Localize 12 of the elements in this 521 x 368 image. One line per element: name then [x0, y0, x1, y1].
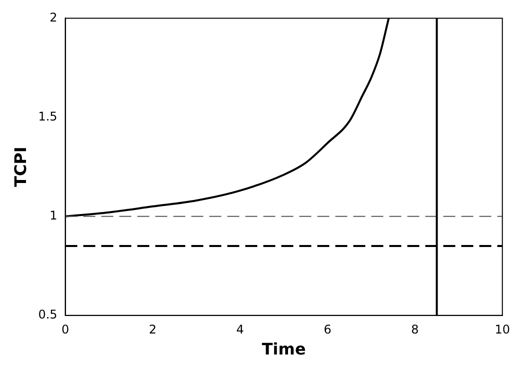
- x-axis-title: Time: [262, 340, 306, 359]
- y-tick-label: 2: [50, 10, 58, 24]
- x-tick-label: 10: [494, 322, 510, 337]
- y-tick-label: 1: [50, 208, 58, 222]
- x-tick-label: 4: [236, 322, 244, 337]
- x-tick-label: 8: [411, 322, 419, 337]
- y-tick-label: 1.5: [38, 109, 58, 124]
- x-tick-label: 2: [148, 322, 157, 337]
- y-axis-title: TCPI: [10, 146, 30, 187]
- x-tick-label: 0: [61, 322, 70, 337]
- x-tick-label: 6: [324, 322, 332, 337]
- y-tick-label: 0.5: [38, 308, 58, 322]
